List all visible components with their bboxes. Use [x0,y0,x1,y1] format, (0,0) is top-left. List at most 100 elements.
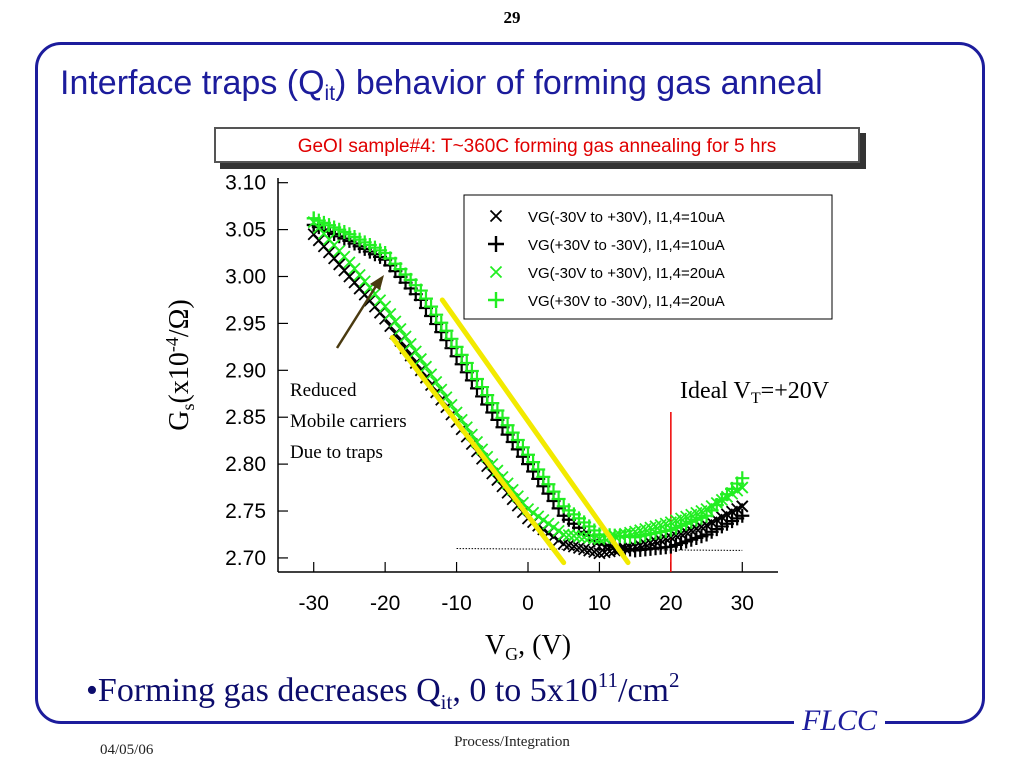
data-point [419,360,433,373]
data-point [379,300,392,313]
data-point [556,499,571,514]
subtitle-text: GeOI sample#4: T~360C forming gas anneal… [297,136,777,157]
data-point [551,491,566,506]
y-tick-label: 2.85 [225,406,266,429]
y-tick-label: 2.80 [225,453,266,476]
data-point [469,372,484,387]
x-tick-label: -20 [370,592,400,615]
data-point [562,529,575,542]
data-point [394,322,407,336]
bullet-sup-1: 11 [597,668,619,692]
slide-title: Interface traps (Qit) behavior of formin… [60,64,823,106]
bullet-mid: , 0 to 5x10 [452,672,598,709]
data-point [444,331,459,346]
data-point [434,315,449,330]
legend-label: VG(+30V to -30V), I1,4=10uA [528,237,725,254]
data-point [736,500,749,513]
flcc-logo: FLCC [794,704,886,738]
y-tick-label: 3.10 [225,172,266,195]
annotation-ideal-vt: Ideal VT=+20V [680,378,830,407]
data-point [429,307,444,322]
y-axis-label: Gs(x10-4/Ω) [162,299,198,431]
data-point [424,368,438,381]
data-point [500,418,515,433]
slide-footer: Process/Integration [454,734,570,750]
data-point [536,469,551,484]
data-point [567,529,581,542]
legend: VG(-30V to +30V), I1,4=10uA VG(+30V to -3… [463,194,833,320]
page-number: 29 [503,8,521,27]
fit-line-2 [439,297,631,566]
data-point [495,410,510,425]
legend-label: VG(-30V to +30V), I1,4=10uA [528,209,725,226]
bullet-mid-2: /cm [618,672,669,709]
data-point [547,521,560,534]
series-4 [311,213,750,545]
y-tick-label: 2.90 [225,359,266,382]
data-point [485,396,500,411]
data-point [505,425,520,440]
legend-box [463,194,833,320]
subtitle-box: GeOI sample#4: T~360C forming gas anneal… [214,127,860,163]
data-point [532,510,545,523]
x-tick-label: -10 [441,592,471,615]
data-point [414,352,427,366]
y-tick-label: 2.95 [225,312,266,335]
baseline-dotted [456,548,743,551]
data-point [541,477,556,492]
bullet-sub: it [440,690,453,714]
data-point [418,291,433,306]
x-tick-label: 10 [588,592,611,615]
x-axis-label: VG, (V) [485,630,571,664]
data-point [598,546,611,559]
data-point [542,517,555,530]
arrow-shaft [335,282,380,349]
bullet-text: •Forming gas decreases Qit, 0 to 5x1011/… [86,668,680,715]
legend-label: VG(+30V to -30V), I1,4=20uA [528,293,725,310]
data-point [384,307,397,321]
title-rest: ) behavior of forming gas anneal [335,64,823,102]
data-point [546,484,561,499]
bullet-main: •Forming gas decreases Q [86,672,441,709]
slide-frame [35,42,985,724]
data-point [399,330,412,343]
data-point [480,388,495,403]
y-tick-label: 2.75 [225,500,266,523]
annotation-reduced-line: Due to traps [290,442,383,463]
annotation-reduced-line: Reduced [290,380,357,401]
data-point [424,299,439,314]
data-point [521,447,535,462]
data-point [515,440,530,455]
data-point [577,531,591,544]
title-main: Interface traps (Q [60,64,325,102]
legend-marker [488,236,504,252]
data-point [593,547,606,560]
x-tick-label: -30 [299,592,329,615]
legend-marker [488,292,504,308]
data-point [404,337,417,351]
data-point [490,403,505,418]
data-point [409,345,422,358]
data-point [537,513,550,527]
fit-line-1 [389,334,567,566]
annotation-reduced-line: Mobile carriers [290,411,407,432]
arrow-head [370,275,384,290]
x-tick-label: 20 [659,592,682,615]
data-point [510,432,525,447]
slide-date: 04/05/06 [100,742,154,758]
series-3 [307,215,744,546]
data-point [464,363,479,378]
legend-marker [489,209,503,223]
data-point [572,530,586,543]
data-point [459,355,474,370]
data-point [531,462,546,477]
x-tick-label: 30 [731,592,754,615]
data-point [449,339,464,354]
data-point [552,524,565,537]
x-tick-label: 0 [522,592,534,615]
y-tick-label: 3.05 [225,219,266,242]
legend-label: VG(-30V to +30V), I1,4=20uA [528,265,725,282]
data-point [475,380,490,395]
legend-marker [489,265,503,279]
